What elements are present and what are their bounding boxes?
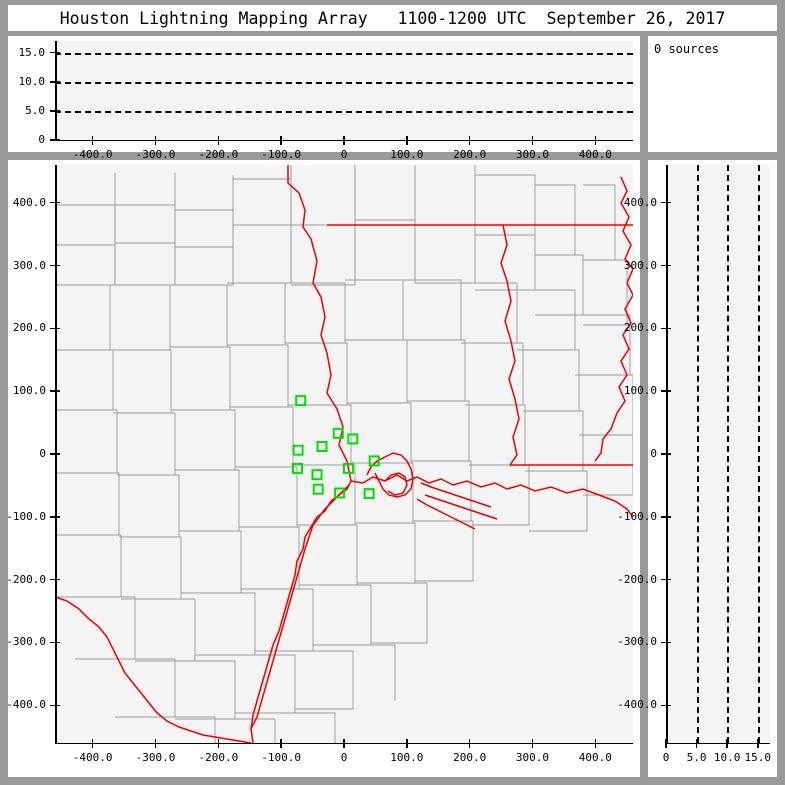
tick-label-x: 10.0 [713, 751, 741, 764]
tick-label-x: 200.0 [453, 148, 487, 161]
tick-label-y: 200.0 [623, 321, 657, 335]
tick-label-x: 300.0 [515, 148, 550, 161]
state-borders [287, 165, 633, 482]
tick-label-x: -200.0 [198, 148, 239, 161]
tick-label-y: -400.0 [6, 698, 46, 712]
tick-label-y: 300.0 [623, 258, 657, 272]
tick-label-y: 400.0 [12, 195, 46, 209]
tick-label-y: -300.0 [6, 635, 46, 649]
tick-label-x: 400.0 [578, 148, 612, 161]
gridline-v [727, 165, 730, 743]
station-marker [342, 462, 354, 474]
time-height-y-axis [55, 41, 57, 140]
map-graphics [55, 165, 633, 743]
station-marker [312, 483, 324, 495]
tick-label-x: 400.0 [578, 751, 612, 764]
tick-label-x: 15.0 [744, 751, 772, 764]
tick-label-x: -300.0 [135, 751, 176, 764]
station-marker [292, 444, 304, 456]
source-count-label: 0 sources [654, 42, 720, 56]
tick-label-y: -200.0 [6, 572, 46, 586]
altitude-x-axis [666, 742, 770, 744]
tick-label-x: 200.0 [453, 751, 487, 764]
tick-label-y: 15.0 [18, 45, 46, 59]
tick-label-y: 200.0 [12, 321, 46, 335]
tick-label-x: 0 [662, 751, 670, 764]
plan-view-map-panel[interactable]: 400.0 300.0 200.0 100.0 0 -100.0 -200.0 -300.0 -… [6, 160, 640, 777]
tick-label-y: 10.0 [18, 74, 46, 88]
tick-label-x: 300.0 [515, 751, 550, 764]
tick-label-x: 0 [340, 148, 348, 161]
gridline-v [696, 165, 699, 743]
tick-label-y: 0 [38, 133, 45, 146]
tick-label-y: -200.0 [617, 572, 657, 586]
tick-label-x: -200.0 [198, 751, 239, 764]
time-height-plot-area[interactable] [55, 41, 633, 140]
tick-label-y: -100.0 [6, 509, 46, 523]
station-marker [311, 469, 323, 481]
gridline-h [55, 81, 633, 84]
tick-label-y: 300.0 [12, 258, 46, 272]
station-marker [316, 441, 328, 452]
tick-label-y: 400.0 [623, 195, 657, 209]
station-marker [292, 462, 303, 474]
tick-label-x: -100.0 [261, 751, 302, 764]
gridline-h [55, 52, 633, 55]
tick-label-x: -100.0 [261, 148, 302, 161]
tick-label-y: 100.0 [12, 384, 46, 398]
map-plot-area[interactable] [55, 165, 633, 743]
tick-label-y: 0 [39, 447, 46, 460]
station-marker [368, 455, 380, 467]
tick-label-x: -400.0 [72, 751, 113, 764]
time-height-panel[interactable]: 0 5.0 10.0 15.0 -400.0 -300.0 -200.0 -100.0 0 10… [8, 36, 640, 161]
gridline-v [757, 165, 760, 743]
tick-label-x: 0 [340, 751, 348, 764]
coastline [55, 452, 633, 743]
tick-label-y: -100.0 [617, 509, 657, 523]
altitude-plot-area[interactable] [666, 165, 770, 743]
tick-label-y: 5.0 [25, 103, 45, 117]
station-marker [334, 487, 346, 499]
tick-label-y: 0 [650, 447, 657, 460]
tick-label-x: 5.0 [686, 751, 707, 764]
window-title-bar: Houston Lightning Mapping Array 1100-120… [8, 5, 777, 31]
tick-label-y: -400.0 [617, 698, 657, 712]
tick-label-x: 100.0 [390, 751, 424, 764]
source-count-panel: 0 sources [648, 36, 777, 152]
altitude-histogram-panel[interactable]: 400.0 300.0 200.0 100.0 0 -100.0 -200.0 -300.0 -… [617, 160, 777, 777]
tick-label-x: 100.0 [390, 148, 424, 161]
station-marker [295, 395, 307, 407]
lma-station-markers [292, 395, 380, 500]
tick-label-x: -300.0 [135, 148, 176, 161]
page-title: Houston Lightning Mapping Array 1100-120… [59, 8, 726, 28]
tick-label-y: 100.0 [623, 384, 657, 398]
gridline-h [55, 110, 633, 113]
station-marker [363, 488, 375, 500]
station-marker [347, 433, 359, 445]
tick-label-y: -300.0 [617, 635, 657, 649]
tick-label-x: -400.0 [72, 148, 113, 161]
station-marker [332, 427, 344, 439]
